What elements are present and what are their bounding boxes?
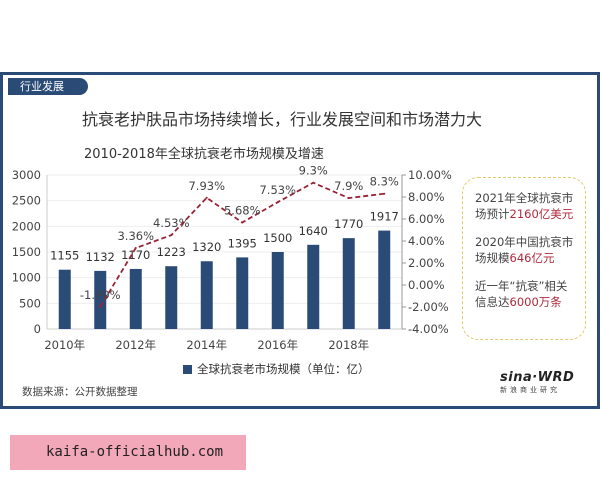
bar-label: 1223 [157, 245, 186, 259]
bar [200, 261, 213, 329]
growth-label: 7.93% [188, 179, 225, 193]
y-tick-right: 8.00% [408, 190, 445, 204]
x-tick-label: 2014年 [186, 338, 227, 352]
growth-label: 5.68% [224, 204, 261, 218]
y-tick-left: 1000 [12, 271, 41, 285]
bar [236, 257, 249, 329]
y-tick-right: 2.00% [408, 256, 445, 270]
y-tick-left: 3000 [12, 168, 41, 182]
growth-label: -1.99% [80, 288, 121, 302]
headline: 抗衰老护肤品市场持续增长，行业发展空间和市场潜力大 [82, 110, 483, 129]
y-tick-left: 1500 [12, 245, 41, 259]
chart-title: 2010-2018年全球抗衰老市场规模及增速 [84, 147, 324, 162]
callout-box: 2021年全球抗衰市场预计2160亿美元 2020年中国抗衰市场规模646亿元 … [462, 177, 586, 340]
bar-label: 1320 [192, 240, 221, 254]
watermark: kaifa-officialhub.com [10, 435, 246, 470]
y-tick-right: 10.00% [408, 168, 452, 182]
x-tick-label: 2018年 [328, 338, 369, 352]
bar-label: 1170 [121, 248, 150, 262]
growth-label: 7.53% [259, 183, 296, 197]
growth-point [205, 196, 208, 199]
bar [378, 230, 391, 329]
bar [307, 244, 320, 329]
growth-point [99, 305, 102, 308]
legend: 全球抗衰老市场规模（单位：亿） [183, 361, 370, 377]
y-tick-left: 2500 [12, 194, 41, 208]
growth-label: 3.36% [117, 229, 154, 243]
growth-point [312, 181, 315, 184]
x-tick-label: 2012年 [115, 338, 156, 352]
bar [165, 266, 178, 329]
y-tick-right: 4.00% [408, 234, 445, 248]
source-note: 数据来源：公开数据整理 [22, 386, 138, 398]
growth-point [241, 221, 244, 224]
bar-label: 1155 [50, 249, 79, 263]
callout-1: 2021年全球抗衰市场预计2160亿美元 [475, 191, 574, 221]
y-tick-left: 0 [34, 322, 41, 336]
legend-swatch [183, 364, 192, 374]
growth-point [383, 192, 386, 195]
bar-label: 1395 [228, 236, 257, 250]
section-tag: 行业发展 [8, 78, 88, 95]
growth-point [347, 197, 350, 200]
y-tick-right: 6.00% [408, 212, 445, 226]
growth-point [134, 247, 137, 250]
bar-label: 1640 [299, 224, 328, 238]
bar [94, 270, 107, 329]
legend-label: 全球抗衰老市场规模（单位：亿） [197, 362, 370, 376]
bar-label: 1770 [334, 217, 363, 231]
bar-label: 1917 [370, 210, 399, 224]
bar [342, 238, 355, 329]
y-tick-left: 500 [19, 296, 41, 310]
growth-point [170, 234, 173, 237]
bar [129, 268, 142, 329]
growth-label: 7.9% [334, 179, 363, 193]
callout-2: 2020年中国抗衰市场规模646亿元 [475, 235, 574, 265]
growth-label: 8.3% [370, 175, 399, 189]
callout-3: 近一年“抗衰”相关信息达6000万条 [475, 279, 568, 309]
sina-logo: sina·WRD 新浪商业研究 [500, 370, 575, 394]
bar-label: 1132 [86, 250, 115, 264]
slide-frame [0, 72, 600, 409]
x-tick-label: 2016年 [257, 338, 298, 352]
bar-label: 1500 [263, 231, 292, 245]
y-tick-right: -2.00% [408, 300, 449, 314]
y-tick-left: 2000 [12, 219, 41, 233]
y-tick-right: -4.00% [408, 322, 449, 336]
growth-label: 9.3% [299, 164, 328, 178]
bar [58, 269, 71, 329]
x-tick-label: 2010年 [44, 338, 85, 352]
y-tick-right: 0.00% [408, 278, 445, 292]
bar [271, 252, 284, 329]
growth-point [276, 201, 279, 204]
growth-label: 4.53% [153, 216, 190, 230]
